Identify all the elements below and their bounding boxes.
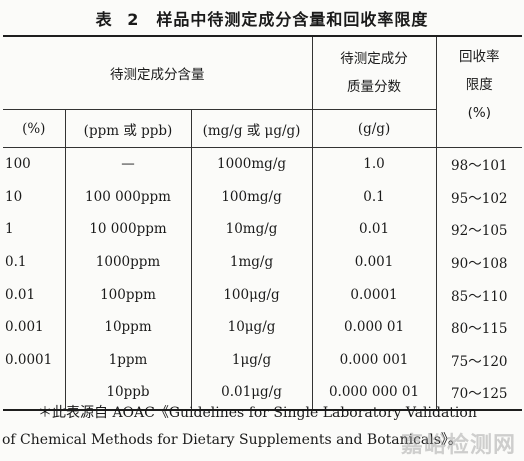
cell-recovery: 85～110 — [435, 278, 523, 311]
header-unit-percent: (%) — [3, 109, 65, 148]
header-recovery-line1: 回收率 — [459, 49, 500, 65]
cell-g-per-g: 0.000 000 01 — [311, 376, 437, 410]
cell-g-per-g: 0.01 — [311, 213, 437, 246]
cell-g-per-g: 0.0001 — [311, 278, 437, 311]
header-recovery-unit: (%) — [467, 105, 491, 121]
header-recovery-line2: 限度 — [465, 77, 493, 93]
cell-recovery: 80～115 — [435, 310, 523, 344]
table-row: 0.01 100ppm 100μg/g 0.0001 85～110 — [3, 278, 523, 311]
header-unit-ppm: (ppm 或 ppb) — [64, 109, 191, 148]
cell-ppm: — — [64, 147, 191, 181]
header-unit-mg: (mg/g 或 μg/g) — [190, 109, 313, 148]
cell-percent: 100 — [5, 156, 31, 173]
cell-ppm: 10ppm — [64, 310, 191, 344]
header-mass-fraction: 待测定成分 质量分数 — [311, 36, 437, 110]
table-title: 表 2 样品中待测定成分含量和回收率限度 — [95, 10, 429, 29]
data-table: 待测定成分含量 待测定成分 质量分数 回收率 限度 (%) (%) (ppm 或… — [3, 35, 523, 411]
cell-percent: 0.0001 — [5, 351, 53, 368]
cell-ppm: 1000ppm — [64, 245, 191, 279]
header-mass-fraction-line2: 质量分数 — [347, 79, 402, 95]
table-row: 0.1 1000ppm 1mg/g 0.001 90～108 — [3, 245, 523, 279]
footnote: ＊此表源自 AOAC《Guidelines for Single Laborat… — [0, 400, 524, 454]
cell-mg-per-g: 10μg/g — [190, 310, 313, 344]
cell-g-per-g: 0.000 001 — [311, 343, 437, 377]
cell-percent: 10 — [5, 188, 23, 205]
cell-recovery: 98～101 — [435, 147, 523, 181]
cell-ppm: 10 000ppm — [64, 213, 191, 246]
cell-mg-per-g: 100mg/g — [190, 180, 313, 214]
cell-mg-per-g: 1mg/g — [190, 245, 313, 279]
table-row: 0.001 10ppm 10μg/g 0.000 01 80～115 — [3, 310, 523, 344]
cell-mg-per-g: 100μg/g — [190, 278, 313, 311]
data-table-container: 待测定成分含量 待测定成分 质量分数 回收率 限度 (%) (%) (ppm 或… — [3, 35, 523, 411]
cell-ppm: 10ppb — [64, 376, 191, 410]
header-content-group: 待测定成分含量 — [3, 36, 313, 110]
cell-mg-per-g: 1000mg/g — [190, 147, 313, 181]
cell-mg-per-g: 0.01μg/g — [190, 376, 313, 410]
watermark-logo: 嘉峪检测网 — [400, 433, 516, 458]
cell-mg-per-g: 10mg/g — [190, 213, 313, 246]
table-row: 0.0001 1ppm 1μg/g 0.000 001 75～120 — [3, 343, 523, 377]
cell-percent: 1 — [5, 221, 14, 238]
footnote-line2: of Chemical Methods for Dietary Suppleme… — [2, 432, 462, 448]
header-unit-gg: (g/g) — [311, 109, 437, 148]
cell-percent: 0.001 — [5, 319, 44, 336]
cell-ppm: 100ppm — [64, 278, 191, 311]
cell-recovery: 95～102 — [435, 180, 523, 214]
cell-g-per-g: 0.1 — [311, 180, 437, 214]
cell-percent: 0.01 — [5, 286, 36, 303]
cell-recovery: 90～108 — [435, 245, 523, 279]
cell-g-per-g: 0.001 — [311, 245, 437, 279]
header-recovery: 回收率 限度 (%) — [435, 36, 523, 148]
cell-recovery: 75～120 — [435, 343, 523, 377]
table-body: 100 —1000mg/g 1.0 98～101 10 100 000ppm 100mg/g… — [3, 147, 523, 410]
cell-ppm: 1ppm — [64, 343, 191, 377]
cell-recovery: 70～125 — [435, 376, 523, 410]
cell-percent: 0.1 — [5, 254, 27, 271]
cell-ppm: 100 000ppm — [64, 180, 191, 214]
cell-mg-per-g: 1μg/g — [190, 343, 313, 377]
table-row: 1 10 000ppm 10mg/g 0.01 92～105 — [3, 213, 523, 246]
table-row: 10ppb 0.01μg/g 0.000 000 01 70～125 — [3, 376, 523, 410]
table-row: 100 —1000mg/g 1.0 98～101 — [3, 147, 523, 181]
table-row: 10 100 000ppm 100mg/g 0.1 95～102 — [3, 180, 523, 214]
cell-recovery: 92～105 — [435, 213, 523, 246]
cell-g-per-g: 1.0 — [311, 147, 437, 181]
cell-g-per-g: 0.000 01 — [311, 310, 437, 344]
footnote-line1: ＊此表源自 AOAC《Guidelines for Single Laborat… — [38, 405, 477, 421]
header-mass-fraction-line1: 待测定成分 — [340, 51, 408, 67]
